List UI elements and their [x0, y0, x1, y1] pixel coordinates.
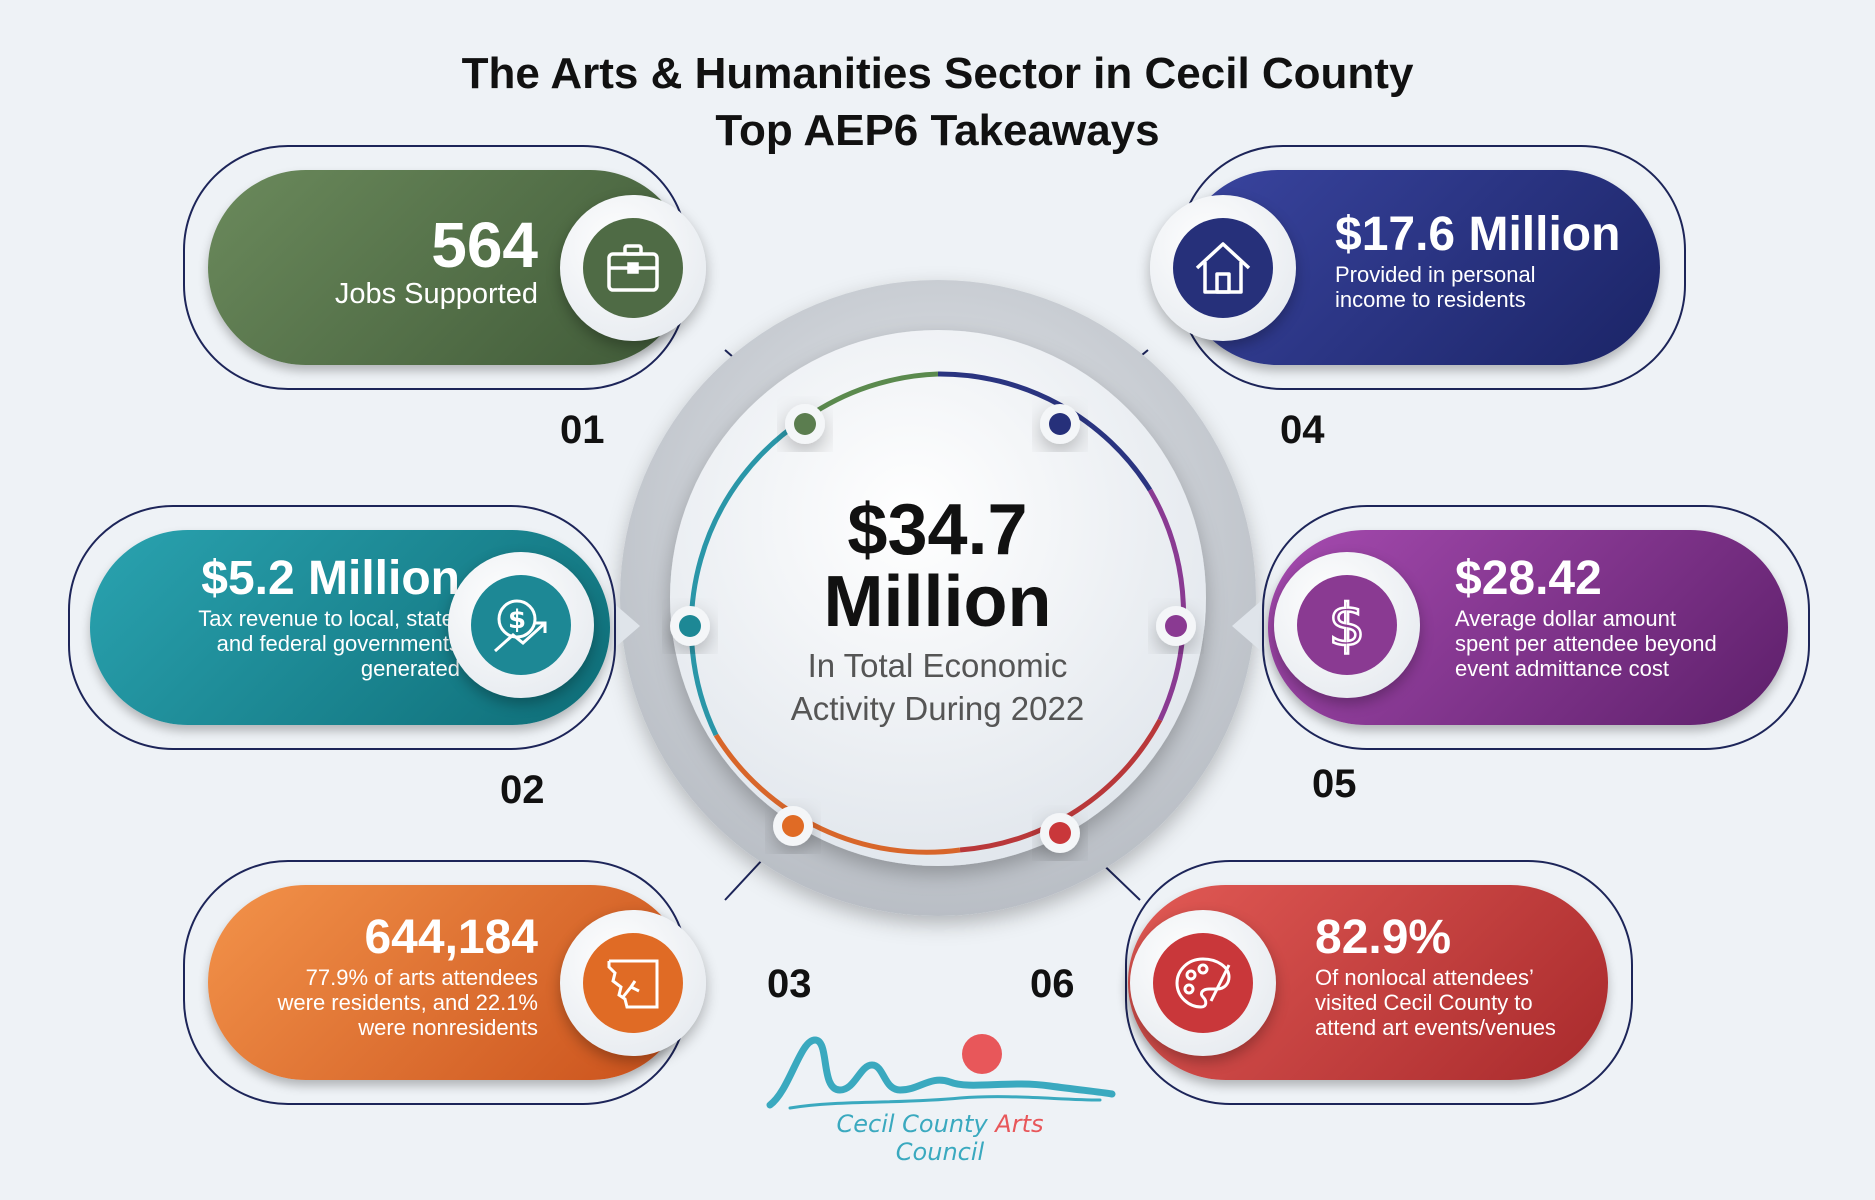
takeaway-desc-line: Tax revenue to local, state,: [198, 606, 460, 631]
takeaway-desc-line: visited Cecil County to: [1315, 990, 1533, 1015]
takeaway-number-06: 06: [1030, 962, 1075, 1006]
dollar-growth-icon: $: [471, 575, 571, 675]
briefcase-icon: [583, 218, 683, 318]
takeaway-desc-line: and federal governments: [216, 631, 460, 656]
arc-dots: [670, 404, 1196, 853]
arc-teal: [688, 415, 808, 737]
palette-icon: [1153, 933, 1253, 1033]
takeaway-desc-line: attend art events/venues: [1315, 1015, 1556, 1040]
arc-red: [959, 718, 1163, 853]
takeaway-desc-line: spent per attendee beyond: [1455, 631, 1717, 656]
takeaway-value: $5.2 Million: [201, 552, 460, 605]
outline-06: [1125, 860, 1633, 1105]
total-value: $34.7: [847, 490, 1028, 570]
takeaway-desc-line: were residents, and 22.1%: [277, 990, 539, 1015]
county-map-icon: [583, 933, 683, 1033]
logo-word-council: Council: [895, 1138, 985, 1166]
takeaway-desc-line: generated: [360, 656, 460, 681]
takeaway-desc-line: Of nonlocal attendees’: [1315, 965, 1534, 990]
takeaway-value: 564: [431, 209, 538, 281]
icon-badge-01: [560, 195, 706, 341]
house-icon: [1173, 218, 1273, 318]
arc-orange: [713, 733, 961, 855]
icon-badge-02: $: [448, 552, 594, 698]
logo-text: Cecil County Arts Council: [790, 1110, 1090, 1166]
icon-badge-03: [560, 910, 706, 1056]
takeaway-desc-line: 77.9% of arts attendees: [305, 965, 538, 990]
total-desc-line2: Activity During 2022: [790, 690, 1085, 727]
icon-badge-06: [1130, 910, 1276, 1056]
takeaway-number-02: 02: [500, 768, 545, 812]
takeaway-number-05: 05: [1312, 762, 1357, 806]
takeaway-value: 644,184: [364, 911, 538, 964]
takeaway-desc-line: Average dollar amount: [1455, 606, 1676, 631]
icon-badge-04: [1150, 195, 1296, 341]
takeaway-desc-line: Provided in personal: [1335, 262, 1536, 287]
takeaway-number-01: 01: [560, 408, 605, 452]
svg-text:$: $: [508, 605, 526, 635]
outline-02: [68, 505, 616, 750]
svg-text:$: $: [1329, 593, 1366, 657]
total-desc-line1: In Total Economic: [807, 647, 1068, 684]
logo-word-arts: Arts: [995, 1110, 1044, 1138]
dollar-sign-icon: $: [1297, 575, 1397, 675]
takeaway-desc: Jobs Supported: [334, 278, 538, 310]
logo-word-county: Cecil County: [836, 1110, 988, 1138]
outline-05: [1262, 505, 1810, 750]
takeaway-value: $17.6 Million: [1335, 208, 1621, 261]
takeaway-desc-line: were nonresidents: [358, 1015, 538, 1040]
takeaway-desc-line: income to residents: [1335, 287, 1526, 312]
arts-council-logo: [766, 1034, 1116, 1110]
takeaway-value: 82.9%: [1315, 911, 1452, 964]
takeaway-number-04: 04: [1280, 408, 1325, 452]
takeaway-value: $28.42: [1455, 552, 1602, 605]
infographic-title: The Arts & Humanities Sector in Cecil Co…: [461, 49, 1414, 98]
total-value-unit: Million: [823, 562, 1052, 642]
arc-purple: [1147, 488, 1186, 722]
icon-badge-05: $: [1274, 552, 1420, 698]
takeaway-desc-line: event admittance cost: [1455, 656, 1670, 681]
infographic-subtitle: Top AEP6 Takeaways: [715, 106, 1160, 155]
takeaway-number-03: 03: [767, 962, 812, 1006]
